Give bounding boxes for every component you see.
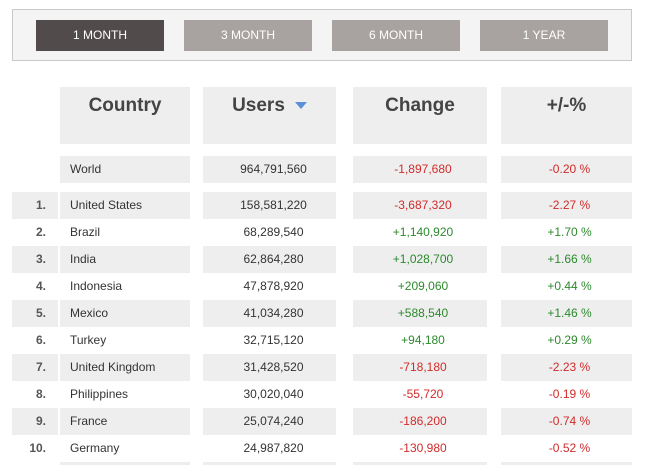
row-change: +209,060 xyxy=(353,273,487,300)
row-rank: 6. xyxy=(12,327,58,354)
row-pct: +1.46 % xyxy=(501,300,632,327)
row-users: 24,987,820 xyxy=(203,435,336,462)
row-change: -55,720 xyxy=(353,381,487,408)
row-users: 25,074,240 xyxy=(203,408,336,435)
row-pct: -0.74 % xyxy=(501,408,632,435)
row-users: 47,878,920 xyxy=(203,273,336,300)
row-change: -3,687,320 xyxy=(353,192,487,219)
row-change: -718,180 xyxy=(353,354,487,381)
row-change: +1,028,700 xyxy=(353,246,487,273)
tab-6-month[interactable]: 6 MONTH xyxy=(332,20,460,51)
row-rank: 10. xyxy=(12,435,58,462)
world-separator xyxy=(0,183,647,192)
row-rank: 1. xyxy=(12,192,58,219)
table-row[interactable]: 4. Indonesia 47,878,920 +209,060 +0.44 % xyxy=(0,273,647,300)
table-row[interactable]: 3. India 62,864,280 +1,028,700 +1.66 % xyxy=(0,246,647,273)
row-rank: 4. xyxy=(12,273,58,300)
row-change: +1,140,920 xyxy=(353,219,487,246)
table-row[interactable]: 7. United Kingdom 31,428,520 -718,180 -2.23 … xyxy=(0,354,647,381)
header-separator xyxy=(0,144,647,156)
table-row-world: World 964,791,560 -1,897,680 -0.20 % xyxy=(0,156,647,183)
row-country: United States xyxy=(60,192,190,219)
row-country: Turkey xyxy=(60,327,190,354)
row-users: 158,581,220 xyxy=(203,192,336,219)
row-pct: -0.52 % xyxy=(501,435,632,462)
table-row[interactable]: 8. Philippines 30,020,040 -55,720 -0.19 % xyxy=(0,381,647,408)
row-country: Mexico xyxy=(60,300,190,327)
table-row[interactable]: 10. Germany 24,987,820 -130,980 -0.52 % xyxy=(0,435,647,462)
row-rank: 3. xyxy=(12,246,58,273)
row-rank: 5. xyxy=(12,300,58,327)
row-users: 41,034,280 xyxy=(203,300,336,327)
column-header-change-label: Change xyxy=(385,95,455,116)
row-pct: -0.19 % xyxy=(501,381,632,408)
row-users: 32,715,120 xyxy=(203,327,336,354)
row-country: France xyxy=(60,408,190,435)
row-rank: 2. xyxy=(12,219,58,246)
row-users: 31,428,520 xyxy=(203,354,336,381)
tab-1-year[interactable]: 1 YEAR xyxy=(480,20,608,51)
row-pct: -0.20 % xyxy=(501,156,632,183)
row-change: -186,200 xyxy=(353,408,487,435)
table-row[interactable]: 1. United States 158,581,220 -3,687,320 -2.2… xyxy=(0,192,647,219)
period-tab-bar: 1 MONTH 3 MONTH 6 MONTH 1 YEAR xyxy=(12,9,632,61)
row-users: 964,791,560 xyxy=(203,156,336,183)
column-header-pct[interactable]: +/-% xyxy=(501,88,632,124)
row-country: Indonesia xyxy=(60,273,190,300)
tab-3-month[interactable]: 3 MONTH xyxy=(184,20,312,51)
table-row[interactable]: 6. Turkey 32,715,120 +94,180 +0.29 % xyxy=(0,327,647,354)
row-rank: 9. xyxy=(12,408,58,435)
row-change: -130,980 xyxy=(353,435,487,462)
row-pct: +1.66 % xyxy=(501,246,632,273)
row-change: +94,180 xyxy=(353,327,487,354)
table-row[interactable]: 9. France 25,074,240 -186,200 -0.74 % xyxy=(0,408,647,435)
row-country: United Kingdom xyxy=(60,354,190,381)
row-rank: 8. xyxy=(12,381,58,408)
row-pct: -2.27 % xyxy=(501,192,632,219)
sort-descending-icon xyxy=(294,102,307,110)
table-row[interactable]: 5. Mexico 41,034,280 +588,540 +1.46 % xyxy=(0,300,647,327)
column-header-users[interactable]: Users xyxy=(203,88,336,124)
row-users: 30,020,040 xyxy=(203,381,336,408)
column-header-country[interactable]: Country xyxy=(60,88,190,124)
row-change: -1,897,680 xyxy=(353,156,487,183)
row-users: 68,289,540 xyxy=(203,219,336,246)
table-row[interactable]: 2. Brazil 68,289,540 +1,140,920 +1.70 % xyxy=(0,219,647,246)
column-header-users-label: Users xyxy=(232,95,285,116)
row-country: Philippines xyxy=(60,381,190,408)
row-country: India xyxy=(60,246,190,273)
row-pct: +0.29 % xyxy=(501,327,632,354)
row-pct: +1.70 % xyxy=(501,219,632,246)
tab-1-month[interactable]: 1 MONTH xyxy=(36,20,164,51)
row-country: World xyxy=(60,156,190,183)
row-pct: -2.23 % xyxy=(501,354,632,381)
column-header-pct-label: +/-% xyxy=(546,95,587,116)
column-header-country-label: Country xyxy=(88,95,162,116)
column-header-change[interactable]: Change xyxy=(353,88,487,124)
row-country: Brazil xyxy=(60,219,190,246)
row-country: Germany xyxy=(60,435,190,462)
row-rank: 7. xyxy=(12,354,58,381)
row-users: 62,864,280 xyxy=(203,246,336,273)
row-change: +588,540 xyxy=(353,300,487,327)
row-pct: +0.44 % xyxy=(501,273,632,300)
